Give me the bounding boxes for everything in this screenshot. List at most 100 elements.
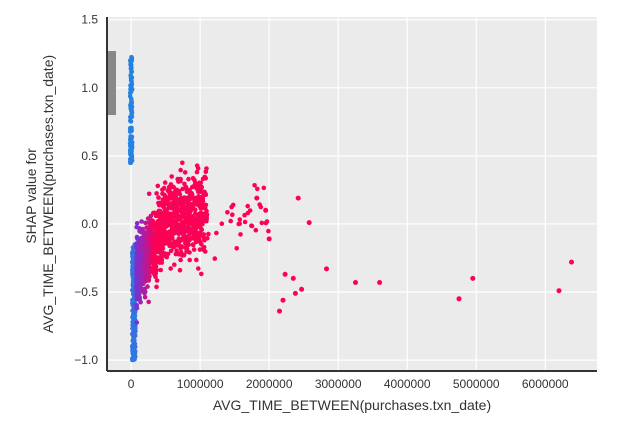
data-point	[219, 221, 225, 226]
data-point	[199, 227, 205, 232]
data-point	[162, 180, 168, 185]
data-point	[153, 263, 158, 269]
data-point	[196, 266, 201, 271]
x-tick-labels: 0 1000000 2000000 3000000 4000000 5000000 6000…	[128, 377, 569, 391]
data-point	[129, 100, 134, 105]
data-point	[154, 278, 160, 283]
data-point	[191, 221, 196, 226]
data-point	[131, 343, 136, 349]
data-point	[148, 258, 154, 263]
data-point	[195, 189, 201, 194]
data-point	[165, 211, 170, 216]
data-point	[569, 259, 574, 265]
data-point	[168, 205, 174, 210]
data-point	[129, 134, 135, 140]
data-point	[179, 244, 184, 249]
y-tick-label: 1.0	[81, 81, 98, 95]
data-point	[168, 266, 173, 271]
data-point	[254, 186, 260, 192]
x-tick-label: 5000000	[453, 377, 500, 391]
data-point	[197, 247, 203, 252]
x-axis-label: AVG_TIME_BETWEEN(purchases.txn_date)	[213, 397, 491, 413]
data-point	[127, 94, 133, 99]
data-point	[128, 147, 133, 153]
data-point	[194, 163, 200, 168]
data-point	[205, 236, 210, 241]
data-point	[191, 184, 196, 189]
data-point	[131, 332, 136, 337]
data-point	[146, 220, 152, 226]
data-point	[138, 246, 143, 252]
data-point	[254, 195, 260, 201]
data-point	[128, 114, 134, 120]
data-point	[180, 160, 185, 166]
data-point	[194, 257, 199, 263]
data-point	[146, 226, 152, 232]
data-point	[456, 296, 462, 302]
data-point	[192, 211, 198, 216]
data-point	[266, 228, 271, 234]
data-point	[186, 195, 191, 201]
data-point	[138, 255, 143, 260]
data-point	[197, 211, 203, 217]
data-point	[172, 262, 177, 268]
data-point	[242, 212, 247, 218]
data-point	[190, 202, 196, 207]
data-point	[190, 176, 196, 181]
data-point	[196, 181, 201, 187]
data-point	[178, 167, 183, 173]
data-point	[187, 257, 192, 263]
data-point	[139, 219, 144, 224]
data-point	[200, 220, 205, 225]
data-point	[160, 219, 166, 224]
data-point	[187, 220, 193, 225]
data-point	[131, 357, 137, 363]
data-point	[152, 268, 157, 274]
grid-lines	[107, 17, 597, 371]
data-point	[169, 174, 174, 179]
data-point	[143, 220, 148, 226]
data-point	[168, 248, 174, 254]
data-point	[295, 195, 301, 201]
data-point	[145, 284, 150, 289]
data-point	[152, 243, 157, 249]
data-point	[134, 320, 140, 325]
data-point	[140, 235, 145, 240]
data-point	[170, 244, 176, 249]
data-point	[470, 275, 476, 281]
data-point	[135, 243, 141, 248]
data-point	[139, 251, 144, 256]
data-point	[129, 108, 134, 113]
data-point	[299, 286, 305, 292]
data-point	[143, 277, 149, 283]
data-point	[148, 246, 154, 251]
data-point	[146, 191, 152, 197]
data-point	[245, 203, 250, 209]
data-point	[377, 280, 383, 285]
data-point	[306, 220, 312, 226]
data-point	[175, 202, 181, 207]
y-tick-label: 1.5	[81, 13, 98, 27]
data-point	[129, 87, 134, 92]
data-point	[193, 230, 199, 236]
data-point	[144, 274, 149, 279]
data-point	[190, 216, 196, 222]
data-point	[171, 199, 177, 204]
data-point	[206, 231, 211, 237]
data-point	[171, 226, 177, 232]
data-point	[185, 203, 190, 208]
data-point	[182, 245, 188, 250]
data-point	[154, 284, 159, 290]
data-point	[162, 251, 168, 256]
y-tick-label: −0.5	[74, 285, 98, 299]
data-point	[177, 177, 182, 182]
data-point	[155, 183, 161, 189]
data-point	[234, 246, 239, 251]
data-point	[167, 242, 172, 247]
data-point	[196, 199, 201, 205]
data-point	[157, 248, 163, 253]
data-point	[130, 314, 135, 320]
data-point	[200, 195, 205, 200]
data-point	[181, 195, 187, 200]
data-point	[249, 223, 255, 229]
